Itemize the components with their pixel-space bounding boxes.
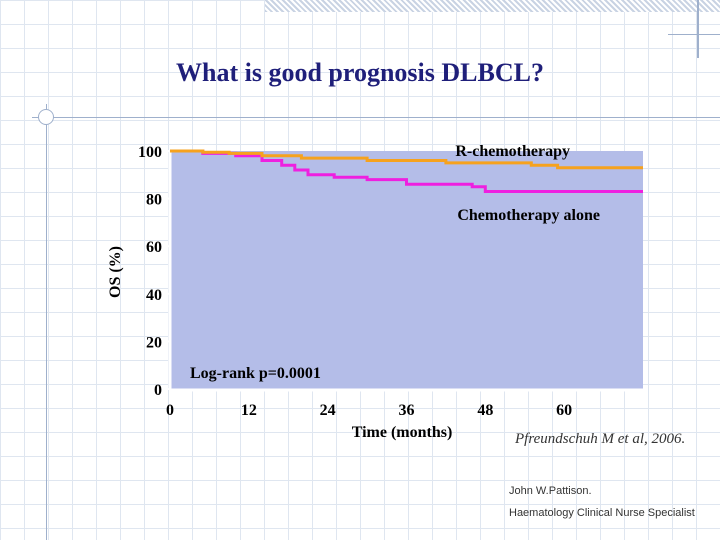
y-tick-label: 20 bbox=[146, 334, 162, 351]
x-tick-label: 0 bbox=[166, 402, 174, 419]
series-line-r-chemotherapy bbox=[170, 149, 643, 170]
x-axis-label: Time (months) bbox=[352, 424, 453, 441]
y-tick-label: 80 bbox=[146, 192, 162, 209]
x-tick-label: 24 bbox=[320, 402, 336, 419]
y-axis: 0 20 40 60 80 100 bbox=[138, 144, 172, 399]
y-axis-label: OS (%) bbox=[107, 246, 124, 298]
decorative-top-band bbox=[265, 0, 720, 12]
decorative-vertical-rule bbox=[46, 104, 47, 540]
x-tick-label: 60 bbox=[556, 402, 572, 419]
x-axis: 0 12 24 36 48 60 bbox=[166, 388, 643, 419]
series-group bbox=[170, 149, 643, 193]
y-tick-label: 60 bbox=[146, 239, 162, 256]
decorative-horizontal-rule bbox=[32, 117, 720, 118]
decorative-corner-line bbox=[697, 0, 699, 58]
x-tick-label: 36 bbox=[399, 402, 415, 419]
series-label-chemotherapy-alone: Chemotherapy alone bbox=[457, 207, 600, 224]
slide-title: What is good prognosis DLBCL? bbox=[176, 58, 544, 87]
logrank-annotation: Log-rank p=0.0001 bbox=[190, 365, 321, 382]
citation: Pfreundschuh M et al, 2006. bbox=[515, 431, 686, 447]
y-tick-label: 40 bbox=[146, 287, 162, 304]
plot-area bbox=[170, 151, 643, 389]
series-label-r-chemotherapy: R-chemotherapy bbox=[455, 143, 570, 160]
x-tick-label: 12 bbox=[241, 402, 257, 419]
author-role: Haematology Clinical Nurse Specialist bbox=[509, 507, 695, 519]
x-tick-label: 48 bbox=[477, 402, 493, 419]
series-line-chemotherapy-alone bbox=[170, 149, 643, 193]
decorative-corner-line-horizontal bbox=[668, 34, 720, 35]
y-tick-label: 100 bbox=[138, 144, 162, 161]
author-name: John W.Pattison. bbox=[509, 485, 592, 497]
y-tick-label: 0 bbox=[154, 382, 162, 399]
bullet-ring-icon bbox=[38, 109, 54, 125]
